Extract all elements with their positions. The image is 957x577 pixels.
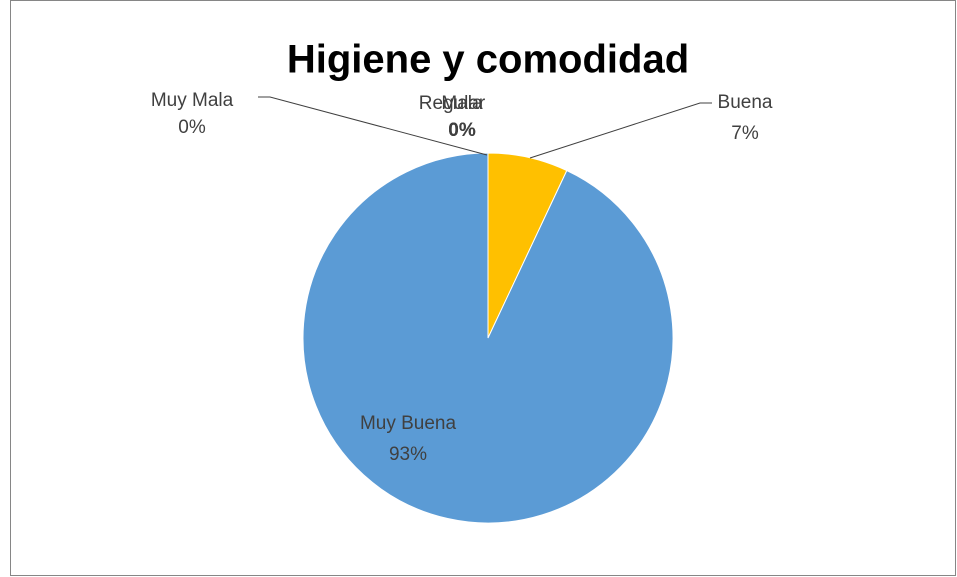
leader-line — [258, 96, 488, 156]
value-label: 93% — [389, 444, 427, 465]
value-label: 0% — [178, 117, 206, 138]
slice-label: Mala — [441, 93, 483, 114]
leader-line — [529, 102, 712, 159]
chart-title: Higiene y comodidad — [287, 38, 689, 82]
slice-label: Buena — [718, 92, 773, 113]
slice-label: Muy Mala — [151, 90, 234, 111]
value-label: 0% — [448, 120, 476, 141]
value-label: 0% — [448, 120, 476, 141]
slice-label: Regular — [419, 93, 486, 114]
value-label: 7% — [731, 123, 759, 144]
pie-slice — [302, 152, 674, 524]
slice-label: Muy Buena — [360, 413, 457, 434]
